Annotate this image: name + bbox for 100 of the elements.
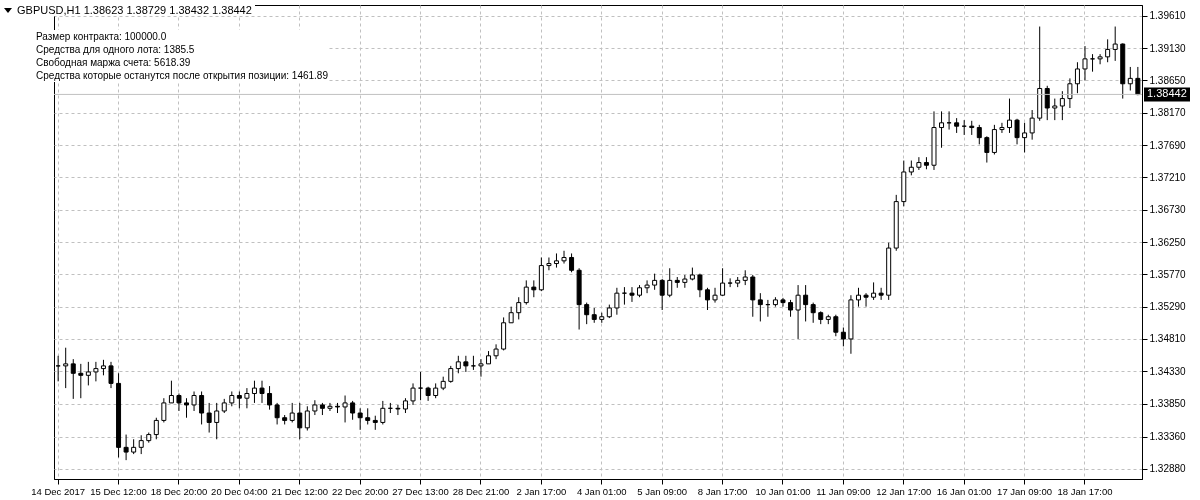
candlestick [561,250,567,265]
candlestick [584,302,590,325]
candlestick [1044,85,1050,121]
candlestick [720,267,726,297]
y-tick-label: 1.36730 [1149,204,1187,216]
candlestick [78,363,84,399]
annotation: Свободная маржа счета: 5618.39 [36,56,192,69]
y-tick-label: 1.38170 [1149,107,1187,119]
candlestick [199,390,205,425]
x-tick-label: 4 Jan 01:00 [576,485,627,497]
x-tick-label: 28 Dec 21:00 [452,485,510,497]
candlestick [63,347,69,389]
candlestick [614,287,620,316]
candlestick [93,361,99,382]
candlestick [833,314,839,337]
candlestick [991,124,997,155]
y-tick-label: 1.35290 [1149,301,1187,313]
annotation: Средства которые останутся после открытия позиции: 1461.89 [36,69,328,82]
y-tick-label: 1.36250 [1149,236,1187,248]
candlestick [712,287,718,304]
candlestick [274,402,280,425]
candlestick [984,135,990,164]
x-tick-label: 14 Dec 2017 [31,485,86,497]
candlestick [357,407,363,431]
y-tick-label: 1.35770 [1149,268,1187,280]
candlestick [523,279,529,306]
x-tick-label: 17 Jan 09:00 [997,485,1053,497]
candlestick [1022,122,1028,153]
candlestick [327,402,333,412]
candlestick [463,355,469,373]
x-tick-label: 8 Jan 17:00 [697,485,748,497]
candlestick [1135,66,1141,96]
x-tick-label: 15 Dec 12:00 [90,485,147,497]
candlestick [1105,38,1111,63]
candlestick [153,417,159,440]
candlestick [297,402,303,440]
x-tick-label: 21 Dec 12:00 [271,485,329,497]
y-tick-label: 1.34330 [1149,365,1187,377]
candlestick [1052,98,1058,121]
candlestick [803,284,809,322]
candlestick [123,434,129,461]
x-tick-label: 10 Jan 01:00 [755,485,811,497]
x-tick-label: 20 Dec 04:00 [211,485,268,497]
candlestick [70,358,76,400]
candlestick [780,297,786,308]
y-tick-label: 1.39130 [1149,42,1187,54]
chart-title: GBPUSD,H1 1.38623 1.38729 1.38432 1.38442 [17,4,252,16]
x-tick-label: 2 Jan 17:00 [516,485,567,497]
candlestick [659,278,665,311]
candlestick [251,380,257,404]
annotation: Размер контракта: 100000.0 [36,30,168,43]
candlestick [410,382,416,406]
candlestick [976,124,982,145]
candlestick [418,371,424,401]
candlestick [757,292,763,322]
candlestick [1112,26,1118,62]
candlestick [244,387,250,409]
candlestick [1082,45,1088,81]
candlestick [1067,77,1073,109]
candlestick [916,156,922,171]
candlestick [546,256,552,271]
y-tick-label: 1.39610 [1149,10,1187,22]
candlestick [168,380,174,404]
candlestick [939,110,945,149]
candlestick [350,400,356,421]
candlestick [644,279,650,294]
candlestick [1127,66,1133,92]
candlestick [214,402,220,440]
x-tick-label: 27 Dec 13:00 [392,485,449,497]
candlestick [108,361,114,389]
candlestick [161,397,167,423]
candlestick [1074,61,1080,94]
candlestick [191,390,197,412]
candlestick [1097,53,1103,65]
candlestick [138,434,144,455]
candlestick [85,361,91,386]
x-tick-label: 16 Jan 01:00 [936,485,992,497]
annotation: Средства для одного лота: 1385.5 [36,43,196,56]
candlestick [1014,118,1020,145]
candlestick [493,343,499,360]
x-tick-label: 22 Dec 20:00 [331,485,389,497]
x-tick-label: 18 Dec 20:00 [150,485,208,497]
ref-line-label: 1.38442 [1147,87,1187,100]
y-tick-label: 1.33360 [1149,431,1187,443]
candlestick [304,405,310,432]
candlestick [1059,90,1065,121]
candlestick [1006,98,1012,134]
x-tick-label: 5 Jan 09:00 [637,485,688,497]
candlestick [259,380,265,404]
y-tick-label: 1.38650 [1149,74,1187,86]
x-tick-label: 11 Jan 09:00 [816,485,871,497]
y-tick-label: 1.34810 [1149,333,1187,345]
candlestick [999,122,1005,134]
y-tick-label: 1.37210 [1149,171,1187,183]
candlestick [1029,109,1035,141]
x-tick-label: 18 Jan 17:00 [1057,485,1113,497]
candlestick [863,292,869,308]
candlestick [206,402,212,434]
candlestick [395,404,401,416]
x-tick-label: 12 Jan 17:00 [876,485,932,497]
